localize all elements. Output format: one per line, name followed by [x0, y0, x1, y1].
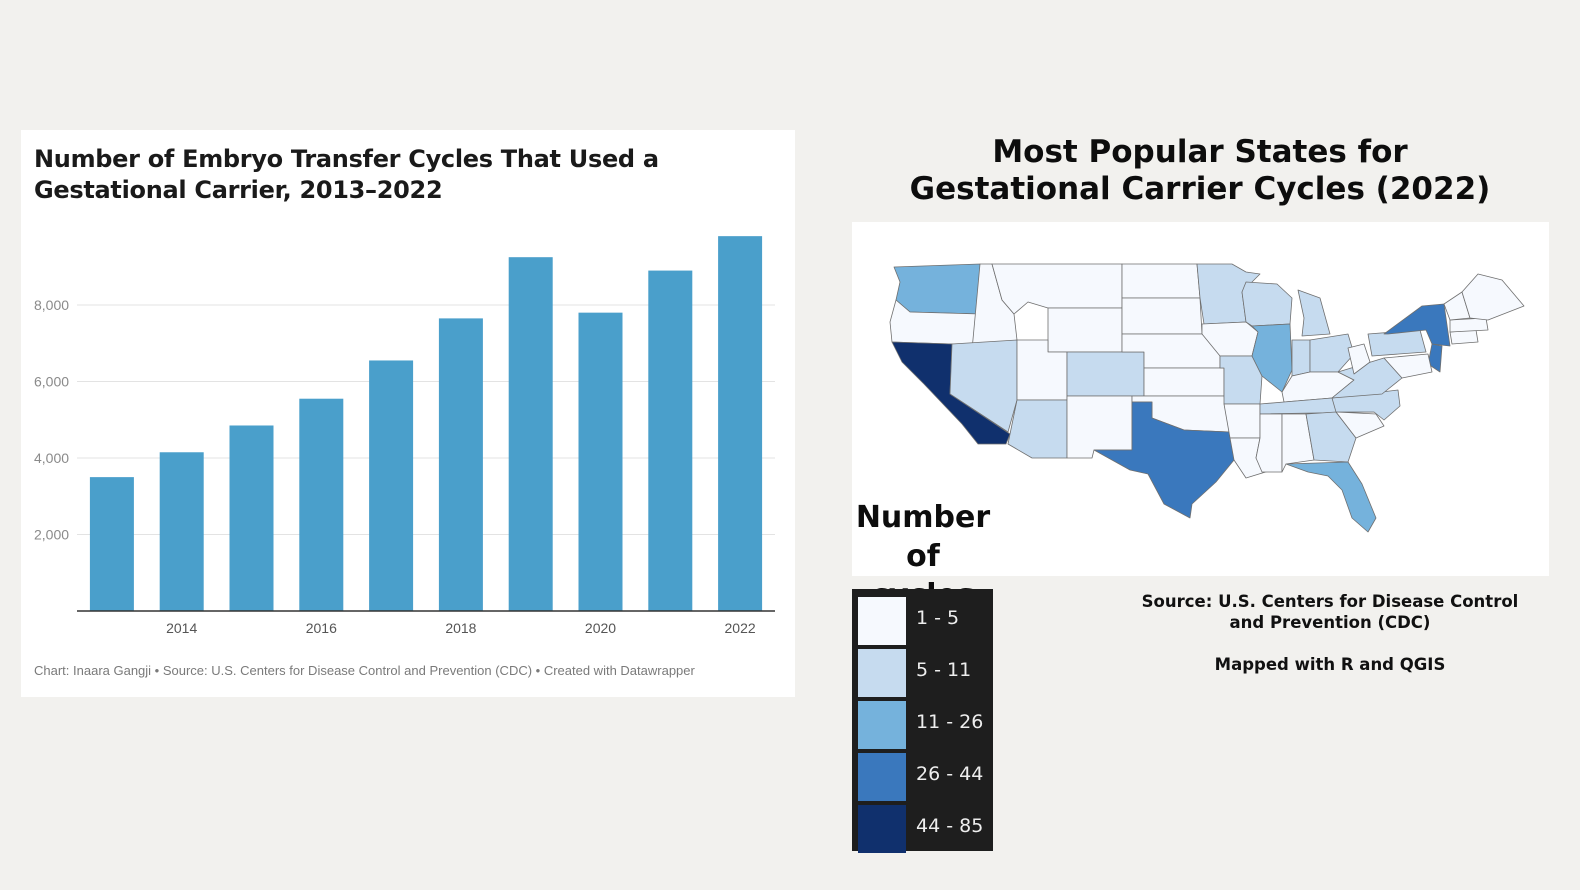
- legend-item: 11 - 26: [858, 699, 993, 751]
- state-maine: [1461, 273, 1525, 321]
- state-montana: [991, 263, 1123, 315]
- state-colorado: [1066, 351, 1145, 397]
- bar-2017: [369, 360, 414, 611]
- mapped-with: Mapped with R and QGIS: [1214, 655, 1446, 674]
- state-wyoming: [1047, 307, 1123, 353]
- state-alabama: [1281, 413, 1315, 473]
- x-tick-label: 2020: [585, 620, 616, 636]
- legend-label: 44 - 85: [916, 815, 984, 837]
- state-arkansas: [1223, 403, 1261, 439]
- state-massachusetts: [1449, 317, 1489, 333]
- bar-2015: [229, 425, 274, 611]
- legend-item: 1 - 5: [858, 595, 993, 647]
- legend-label: 1 - 5: [916, 607, 960, 629]
- legend-item: 5 - 11: [858, 647, 993, 699]
- x-tick-label: 2016: [306, 620, 337, 636]
- legend-swatch: [858, 805, 906, 853]
- state-ohio: [1309, 333, 1355, 373]
- y-tick-label: 8,000: [34, 297, 69, 313]
- state-florida: [1285, 461, 1377, 533]
- us-map-svg: [889, 263, 1525, 533]
- state-south-dakota: [1121, 297, 1203, 335]
- x-tick-label: 2018: [445, 620, 476, 636]
- bar-chart-panel: Number of Embryo Transfer Cycles That Us…: [21, 130, 795, 697]
- state-maryland-delaware: [1383, 353, 1433, 379]
- state-new-mexico: [1066, 395, 1133, 459]
- state-indiana: [1291, 339, 1311, 377]
- state-mississippi: [1255, 413, 1283, 473]
- state-texas: [1093, 401, 1235, 519]
- legend-label: 5 - 11: [916, 659, 972, 681]
- state-new-york: [1383, 303, 1451, 347]
- state-michigan: [1297, 289, 1331, 337]
- legend-box: 1 - 5 5 - 11 11 - 26 26 - 44 44 - 85: [852, 589, 993, 853]
- bar-2018: [438, 318, 483, 611]
- legend-label: 11 - 26: [916, 711, 984, 733]
- state-new-jersey: [1427, 343, 1443, 373]
- state-illinois: [1251, 323, 1293, 393]
- bar-chart-svg: 2,000 4,000 6,000 8,000 2014 2016 2018 2020 2022: [34, 236, 775, 636]
- bar-2019: [508, 257, 553, 611]
- bar-chart-footer: Chart: Inaara Gangji • Source: U.S. Cent…: [34, 663, 695, 678]
- state-kansas: [1143, 367, 1225, 397]
- state-pennsylvania: [1367, 329, 1427, 357]
- bar-2021: [648, 270, 693, 611]
- bar-2013: [89, 477, 134, 611]
- bar-2014: [159, 452, 204, 611]
- legend-item: 26 - 44: [858, 751, 993, 803]
- state-washington: [893, 263, 981, 315]
- bar-chart-title: Number of Embryo Transfer Cycles That Us…: [34, 145, 659, 204]
- bar-2020: [578, 312, 623, 611]
- state-south-carolina: [1335, 411, 1385, 439]
- map-panel: [852, 222, 1549, 576]
- legend-swatch: [858, 701, 906, 749]
- state-north-carolina: [1331, 389, 1401, 421]
- state-georgia: [1305, 411, 1357, 463]
- y-tick-label: 4,000: [34, 450, 69, 466]
- state-wisconsin: [1241, 281, 1293, 327]
- bar-2016: [299, 398, 344, 611]
- legend-item: 44 - 85: [858, 803, 993, 855]
- map-source: Source: U.S. Centers for Disease Control…: [1141, 592, 1519, 632]
- legend-swatch: [858, 649, 906, 697]
- bar-2022: [718, 236, 763, 611]
- legend-swatch: [858, 597, 906, 645]
- y-tick-label: 2,000: [34, 527, 69, 543]
- state-west-virginia: [1347, 343, 1371, 375]
- state-nevada: [949, 339, 1018, 433]
- x-tick-label: 2022: [725, 620, 756, 636]
- state-north-dakota: [1121, 263, 1201, 299]
- x-tick-label: 2014: [166, 620, 197, 636]
- state-arizona: [1007, 399, 1068, 459]
- legend-label: 26 - 44: [916, 763, 984, 785]
- y-tick-label: 6,000: [34, 374, 69, 390]
- legend-swatch: [858, 753, 906, 801]
- map-title: Most Popular States for Gestational Carr…: [909, 134, 1491, 207]
